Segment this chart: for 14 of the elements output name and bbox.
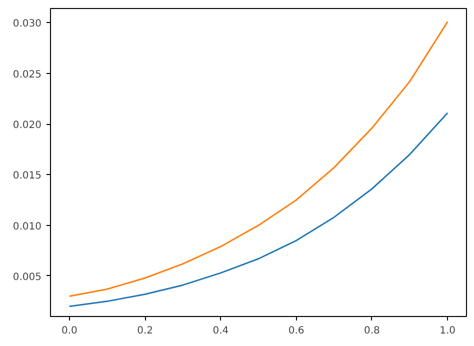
y-tick-label: 0.020 [12, 120, 42, 131]
y-tick-label: 0.030 [12, 18, 42, 30]
x-tick-label: 0.4 [212, 326, 229, 336]
x-tick-label: 0.8 [364, 326, 380, 336]
x-tick-label: 0.2 [137, 326, 153, 336]
line-series [68, 112, 448, 308]
y-tick-label: 0.025 [12, 69, 42, 80]
y-tick-label: 0.005 [12, 272, 42, 283]
x-tick-label: 0.6 [288, 326, 304, 336]
y-tick-label: 0.015 [12, 170, 42, 182]
y-tick-label: 0.010 [12, 221, 42, 232]
x-tick-label: 0.0 [61, 326, 78, 336]
x-tick-label: 1.0 [440, 326, 456, 336]
line-series [68, 20, 448, 297]
